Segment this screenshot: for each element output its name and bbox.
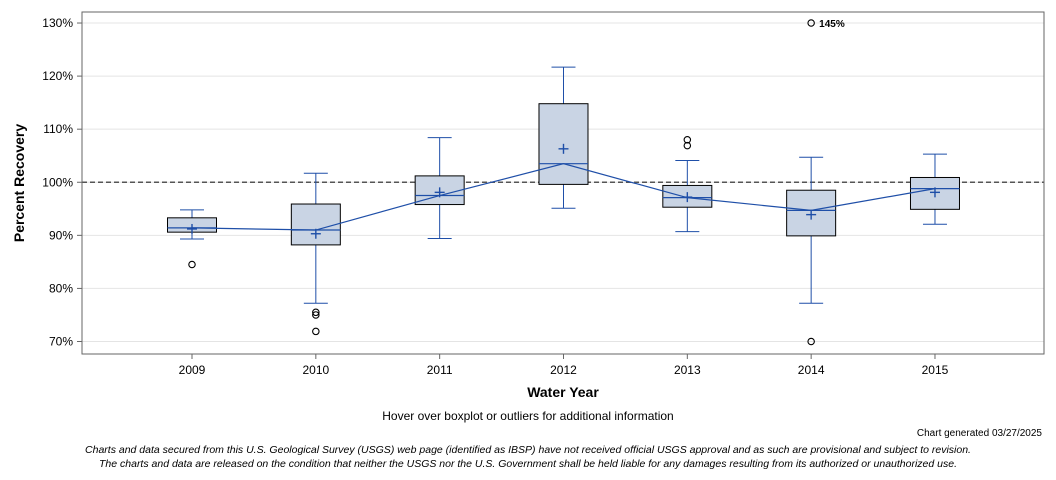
y-tick-label-100: 100%	[42, 175, 73, 189]
y-axis: 70% 80% 90% 100% 110% 120% 130%	[42, 16, 82, 349]
y-tick-label-120: 120%	[42, 69, 73, 83]
y-tick-label-110: 110%	[43, 122, 73, 136]
outlier-2014-1	[807, 19, 815, 27]
boxes	[167, 66, 960, 304]
x-tick-label-2015: 2015	[922, 363, 949, 377]
x-tick-label-2014: 2014	[798, 363, 825, 377]
mean-marker-2015	[929, 187, 940, 198]
mean-marker-2009	[187, 223, 197, 234]
y-tick-label-80: 80%	[49, 281, 73, 295]
mean-marker-2012	[558, 143, 569, 154]
y-tick-label-70: 70%	[49, 335, 73, 349]
outlier-2013-1	[683, 141, 692, 150]
x-tick-label-2011: 2011	[427, 363, 453, 377]
outlier-2010-2	[312, 327, 320, 336]
mean-marker-2013	[682, 192, 693, 203]
outliers: 145%	[188, 19, 845, 346]
offscale-label: 145%	[819, 19, 845, 30]
outlier-2010-0	[312, 308, 320, 317]
disclaimer-line-1: Charts and data secured from this U.S. G…	[85, 444, 971, 456]
x-tick-label-2013: 2013	[674, 363, 701, 377]
x-tick-label-2012: 2012	[550, 363, 577, 377]
x-tick-label-2009: 2009	[179, 363, 206, 377]
disclaimer-line-2: The charts and data are released on the …	[99, 458, 957, 470]
outlier-2014-0	[807, 337, 815, 346]
box-2012	[538, 66, 589, 209]
outlier-2013-0	[683, 136, 692, 144]
x-axis: 2009 2010 2011 2012 2013 2014 2015	[179, 354, 949, 377]
x-axis-title: Water Year	[527, 384, 599, 400]
outlier-2009-0	[188, 260, 196, 269]
mean-marker-2014	[806, 209, 817, 220]
mean-marker-2011	[434, 187, 445, 198]
mean-markers	[187, 143, 940, 239]
hover-hint: Hover over boxplot or outliers for addit…	[382, 409, 674, 423]
boxplot-chart: 70%80%90%100%110%120%130% 2009 2010 2011 20…	[11, 11, 1045, 400]
x-tick-label-2010: 2010	[302, 363, 329, 377]
y-tick-label-90: 90%	[49, 228, 73, 242]
iqr-box-2010	[290, 203, 341, 246]
outlier-2010-1	[312, 311, 320, 319]
generated-date: Chart generated 03/27/2025	[916, 428, 1042, 439]
mean-marker-2010	[310, 228, 321, 239]
y-axis-title: Percent Recovery	[11, 124, 27, 243]
y-tick-label-130: 130%	[42, 16, 73, 30]
box-2014	[786, 156, 837, 304]
